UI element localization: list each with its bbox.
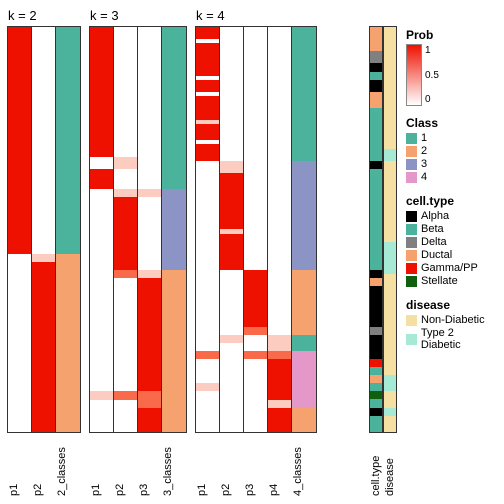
legend-item: Type 2 Diabetic [406,327,496,351]
legend-item: 1 [406,132,496,144]
heatmap-column [244,27,268,432]
column-label: 3_classes [162,436,186,496]
heatmap-panel: k = 3 p1p2p33_classes [90,8,186,496]
column-label: p1 [8,436,32,496]
heatmap-column [32,27,56,432]
legend-swatch [406,224,417,235]
prob-tick-label: 0.5 [425,70,439,81]
legend-item: Stellate [406,275,496,287]
prob-tick-label: 1 [425,45,439,56]
legend-swatch [406,315,417,326]
heatmap-column [370,27,382,432]
legend-label: Beta [421,223,444,235]
legend-title: Prob [406,28,496,42]
legend-label: Alpha [421,210,449,222]
legend-label: 3 [421,158,427,170]
legend-label: 1 [421,132,427,144]
legend-swatch [406,159,417,170]
column-label: p1 [90,436,114,496]
heatmap-panel: k = 4 p1p2p3p44_classes [196,8,316,496]
legend-swatch [406,334,417,345]
column-label: p4 [268,436,292,496]
legend-title: disease [406,298,496,312]
heatmap-panels: k = 2p1p22_classesk = 3p1p2p33_classesk … [8,8,362,496]
legend-item: Delta [406,236,496,248]
legend-swatch [406,276,417,287]
legend-title: cell.type [406,194,496,208]
panel-title: k = 3 [90,8,186,23]
legend-swatch [406,237,417,248]
legend-label: Ductal [421,249,452,261]
legend-item: 2 [406,145,496,157]
legend-item: Non-Diabetic [406,314,496,326]
legend-label: Stellate [421,275,458,287]
legend-title: Class [406,116,496,130]
panel-title: k = 2 [8,8,80,23]
legend-item: 3 [406,158,496,170]
heatmap-column [268,27,292,432]
legend-item: Gamma/PP [406,262,496,274]
legend-swatch [406,146,417,157]
legend-label: Type 2 Diabetic [421,327,496,351]
legend-swatch [406,133,417,144]
heatmap-column [56,27,80,432]
column-label: p2 [220,436,244,496]
legends: Prob10.50Class1234cell.typeAlphaBetaDelt… [406,8,496,496]
column-label: p1 [196,436,220,496]
legend-label: 4 [421,171,427,183]
column-label: p3 [244,436,268,496]
legend-item: Ductal [406,249,496,261]
legend-swatch [406,211,417,222]
legend-item: Alpha [406,210,496,222]
panel-title: k = 4 [196,8,316,23]
legend-swatch [406,172,417,183]
heatmap-column [90,27,114,432]
heatmap-panel: k = 2 p1p22_classes [8,8,80,496]
column-label: p2 [114,436,138,496]
legend-label: Non-Diabetic [421,314,485,326]
legend-item: 4 [406,171,496,183]
heatmap-column [162,27,186,432]
column-label: p2 [32,436,56,496]
column-label: p3 [138,436,162,496]
heatmap-column [138,27,162,432]
figure-root: k = 2p1p22_classesk = 3p1p2p33_classesk … [8,8,496,496]
prob-tick-label: 0 [425,94,439,105]
heatmap-column [8,27,32,432]
column-label: 4_classes [292,436,316,496]
annotation-panel: . cell.typedisease [370,8,398,496]
heatmap-column [220,27,244,432]
heatmap-column [384,27,396,432]
annotation-label: cell.type [370,436,384,496]
legend-label: 2 [421,145,427,157]
legend-swatch [406,263,417,274]
column-label: 2_classes [56,436,80,496]
annotation-label: disease [384,436,398,496]
legend-label: Delta [421,236,447,248]
legend-item: Beta [406,223,496,235]
legend-label: Gamma/PP [421,262,478,274]
heatmap-column [196,27,220,432]
prob-colorbar: 10.50 [406,44,422,106]
legend-swatch [406,250,417,261]
heatmap-column [292,27,316,432]
heatmap-column [114,27,138,432]
